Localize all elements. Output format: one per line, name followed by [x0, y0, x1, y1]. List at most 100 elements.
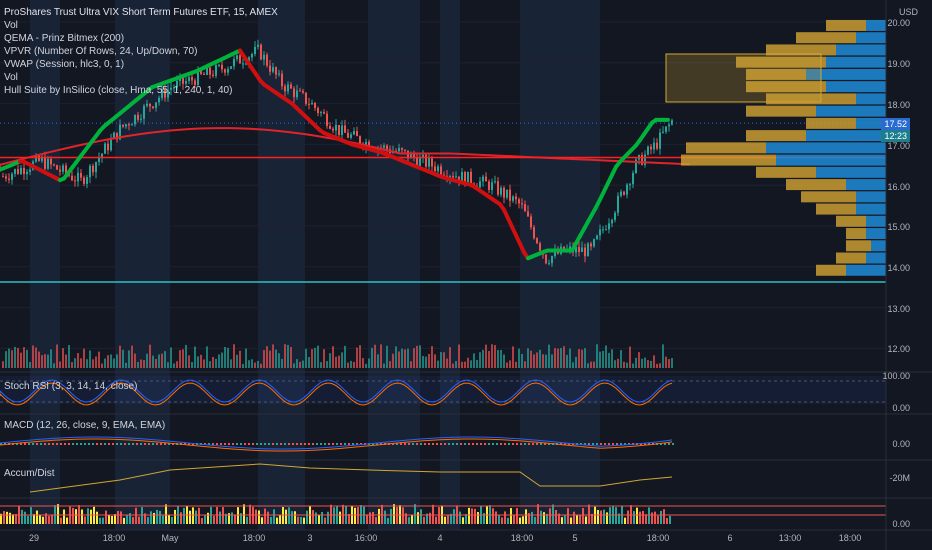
volume-bar — [611, 349, 613, 368]
volume-bar-2 — [408, 517, 410, 524]
volume-bar-2 — [273, 509, 275, 524]
volume-bar — [446, 358, 448, 368]
candle-body — [347, 132, 349, 138]
volume-bar-2 — [366, 514, 368, 524]
candle-body — [35, 155, 37, 162]
volume-bar-2 — [477, 512, 479, 524]
volume-bar — [74, 358, 76, 368]
volume-bar — [371, 347, 373, 368]
macd-hist — [92, 443, 94, 445]
volume-bar — [572, 362, 574, 368]
vpvr-down-bar — [836, 252, 866, 264]
macd-hist — [600, 443, 602, 445]
volume-bar-2 — [357, 507, 359, 524]
volume-bar — [194, 346, 196, 368]
macd-hist — [448, 443, 450, 445]
volume-bar — [290, 347, 292, 368]
symbol-title[interactable]: ProShares Trust Ultra VIX Short Term Fut… — [4, 7, 278, 18]
volume-bar — [8, 348, 10, 368]
candle-body — [236, 55, 238, 59]
volume-bar — [59, 361, 61, 368]
candle-body — [329, 125, 331, 129]
volume-bar — [155, 359, 157, 368]
accum-dist-line — [29, 463, 673, 493]
indicator-hull[interactable]: Hull Suite by InSilico (close, Hma, 55, … — [4, 85, 233, 96]
volume-bar — [332, 346, 334, 368]
volume-bar — [314, 347, 316, 368]
volume-bar-2 — [330, 504, 332, 524]
indicator-vol-2[interactable]: Vol — [4, 72, 18, 83]
candle-body — [47, 158, 49, 169]
volume-bar-2 — [237, 507, 239, 524]
volume-bar-2 — [354, 507, 356, 524]
candle-body — [251, 53, 253, 58]
candle-body — [650, 146, 652, 150]
volume-bar-2 — [267, 511, 269, 524]
macd-hist — [672, 443, 674, 445]
macd-hist — [508, 443, 510, 445]
volume-bar — [482, 349, 484, 368]
candle-body — [437, 166, 439, 172]
volume-bar-2 — [636, 507, 638, 524]
volume-bar-2 — [528, 513, 530, 524]
candle-body — [245, 63, 247, 65]
accum-dist-label[interactable]: Accum/Dist — [4, 468, 55, 479]
volume-bar-2 — [240, 513, 242, 524]
volume-bar-2 — [30, 507, 32, 524]
volume-bar-2 — [372, 511, 374, 524]
stoch-tick: 100.00 — [882, 371, 910, 381]
volume-bar — [284, 344, 286, 368]
volume-bar — [584, 348, 586, 368]
macd-hist — [356, 443, 358, 445]
macd-hist — [452, 443, 454, 445]
volume-bar-2 — [510, 508, 512, 524]
price-tick: 17.00 — [887, 141, 910, 151]
macd-hist — [304, 443, 306, 445]
candle-body — [554, 250, 556, 257]
candle-body — [332, 128, 334, 131]
candle-body — [509, 189, 511, 201]
session-band — [115, 0, 170, 530]
volume-bar-2 — [642, 510, 644, 524]
macd-hist — [568, 443, 570, 445]
vol-tick: 0.00 — [892, 519, 910, 529]
macd-label[interactable]: MACD (12, 26, close, 9, EMA, EMA) — [4, 420, 166, 431]
price-tick: 18.00 — [887, 100, 910, 110]
indicator-qema[interactable]: QEMA - Prinz Bitmex (200) — [4, 33, 125, 44]
candle-body — [41, 157, 43, 161]
candle-body — [242, 63, 244, 65]
candle-body — [317, 107, 319, 113]
candle-body — [398, 148, 400, 152]
indicator-vpvr[interactable]: VPVR (Number Of Rows, 24, Up/Down, 70) — [4, 46, 198, 57]
volume-bar-2 — [9, 512, 11, 524]
macd-hist — [616, 443, 618, 445]
indicator-vol[interactable]: Vol — [4, 20, 18, 31]
volume-bar — [101, 363, 103, 368]
countdown-tag: 12:23 — [881, 130, 910, 142]
macd-hist — [244, 443, 246, 445]
volume-bar — [494, 345, 496, 368]
volume-bar — [56, 344, 58, 368]
macd-hist — [232, 443, 234, 445]
vpvr-down-bar — [846, 228, 866, 240]
indicator-vwap[interactable]: VWAP (Session, hlc3, 0, 1) — [4, 59, 125, 70]
candle-body — [539, 243, 541, 251]
volume-bar — [398, 351, 400, 368]
candle-body — [260, 44, 262, 60]
candle-body — [29, 169, 31, 172]
volume-bar — [266, 346, 268, 368]
vpvr-down-bar — [806, 117, 856, 129]
candle-body — [506, 189, 508, 198]
vpvr-up-bar — [826, 56, 886, 68]
candle-body — [575, 246, 577, 253]
volume-bar-2 — [627, 510, 629, 524]
volume-bar-2 — [414, 504, 416, 524]
time-tick: 18:00 — [646, 533, 670, 543]
stoch-rsi-label[interactable]: Stoch RSI (3, 3, 14, 14, close) — [4, 381, 138, 392]
macd-hist — [400, 443, 402, 445]
volume-bar-2 — [558, 513, 560, 524]
candle-body — [428, 158, 430, 167]
volume-bar — [176, 361, 178, 368]
macd-hist — [432, 443, 434, 445]
